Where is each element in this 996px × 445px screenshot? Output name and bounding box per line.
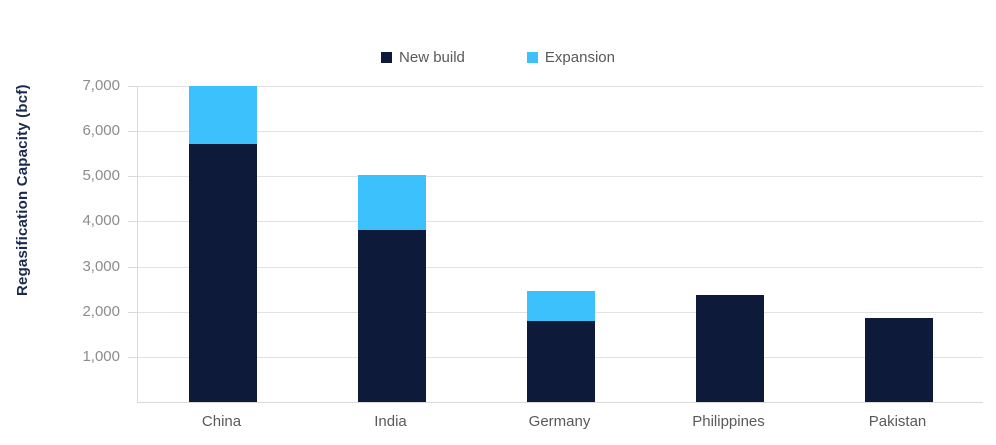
x-axis-category-label: China <box>201 413 242 430</box>
y-axis-tick-label: 5,000 <box>82 167 120 185</box>
bar-segment-new-build <box>695 295 764 402</box>
gridline <box>138 221 983 223</box>
y-axis-tick <box>128 221 137 223</box>
y-axis-tick-label: 2,000 <box>82 302 120 320</box>
gridline <box>138 266 983 268</box>
legend-swatch-icon <box>381 52 393 63</box>
bar-segment-new-build <box>526 321 595 402</box>
y-axis-tick <box>128 311 137 313</box>
legend-item-label: New build <box>399 49 465 66</box>
gridline <box>138 176 983 178</box>
bar-segment-expansion <box>357 174 426 230</box>
legend-item-expansion: Expansion <box>526 49 615 66</box>
legend-item-new-build: New build <box>381 49 465 66</box>
plot-area <box>137 86 983 403</box>
bar-segment-new-build <box>864 317 933 402</box>
y-axis-tick-label: 1,000 <box>82 347 120 365</box>
bar-segment-new-build <box>357 229 426 402</box>
y-axis-tick-label: 7,000 <box>82 77 120 94</box>
y-axis-tick <box>128 356 137 358</box>
y-axis-tick-label: 3,000 <box>82 257 120 275</box>
x-axis-category-label: Philippines <box>692 413 765 430</box>
legend-swatch-icon <box>526 52 538 63</box>
x-axis-category-label: Pakistan <box>868 413 927 430</box>
bar-segment-expansion <box>188 86 257 145</box>
y-axis-tick <box>128 131 137 133</box>
y-axis-tick <box>128 86 137 87</box>
y-axis-tick <box>128 176 137 178</box>
gridline <box>138 131 983 133</box>
legend-item-label: Expansion <box>544 49 615 66</box>
x-axis-category-label: Germany <box>528 413 591 430</box>
y-axis-tick <box>128 266 137 268</box>
chart-legend: New build Expansion <box>0 49 996 66</box>
x-axis-category-label: India <box>374 413 407 430</box>
y-axis-tick-label: 6,000 <box>82 122 120 140</box>
gridline <box>138 86 983 87</box>
bar-segment-expansion <box>526 290 595 322</box>
y-axis-tick-label: 4,000 <box>82 212 120 230</box>
bar-segment-new-build <box>188 144 257 402</box>
